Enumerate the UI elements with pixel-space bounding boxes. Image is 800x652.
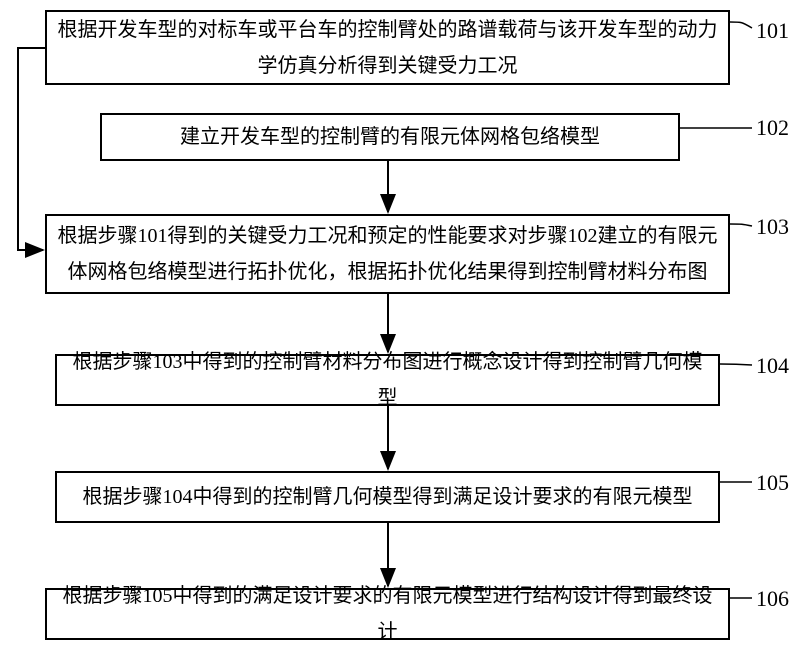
step-101: 根据开发车型的对标车或平台车的控制臂处的路谱载荷与该开发车型的动力学仿真分析得到… [45, 10, 730, 85]
step-102: 建立开发车型的控制臂的有限元体网格包络模型 [100, 113, 680, 161]
label-101: 101 [756, 18, 789, 44]
step-text: 根据步骤105中得到的满足设计要求的有限元模型进行结构设计得到最终设计 [57, 578, 718, 650]
label-105: 105 [756, 470, 789, 496]
label-106: 106 [756, 586, 789, 612]
step-text: 根据开发车型的对标车或平台车的控制臂处的路谱载荷与该开发车型的动力学仿真分析得到… [57, 12, 718, 84]
step-103: 根据步骤101得到的关键受力工况和预定的性能要求对步骤102建立的有限元体网格包… [45, 214, 730, 294]
step-text: 根据步骤103中得到的控制臂材料分布图进行概念设计得到控制臂几何模型 [67, 344, 708, 416]
step-text: 根据步骤104中得到的控制臂几何模型得到满足设计要求的有限元模型 [83, 479, 693, 515]
label-103: 103 [756, 214, 789, 240]
step-106: 根据步骤105中得到的满足设计要求的有限元模型进行结构设计得到最终设计 [45, 588, 730, 640]
label-104: 104 [756, 353, 789, 379]
step-105: 根据步骤104中得到的控制臂几何模型得到满足设计要求的有限元模型 [55, 471, 720, 523]
step-text: 建立开发车型的控制臂的有限元体网格包络模型 [180, 119, 600, 155]
arrow-101-103 [18, 48, 45, 250]
flow-arrows [0, 0, 800, 652]
step-104: 根据步骤103中得到的控制臂材料分布图进行概念设计得到控制臂几何模型 [55, 354, 720, 406]
brace-101 [730, 22, 752, 28]
step-text: 根据步骤101得到的关键受力工况和预定的性能要求对步骤102建立的有限元体网格包… [57, 218, 718, 290]
label-102: 102 [756, 115, 789, 141]
brace-104 [720, 364, 752, 365]
brace-103 [730, 224, 752, 226]
